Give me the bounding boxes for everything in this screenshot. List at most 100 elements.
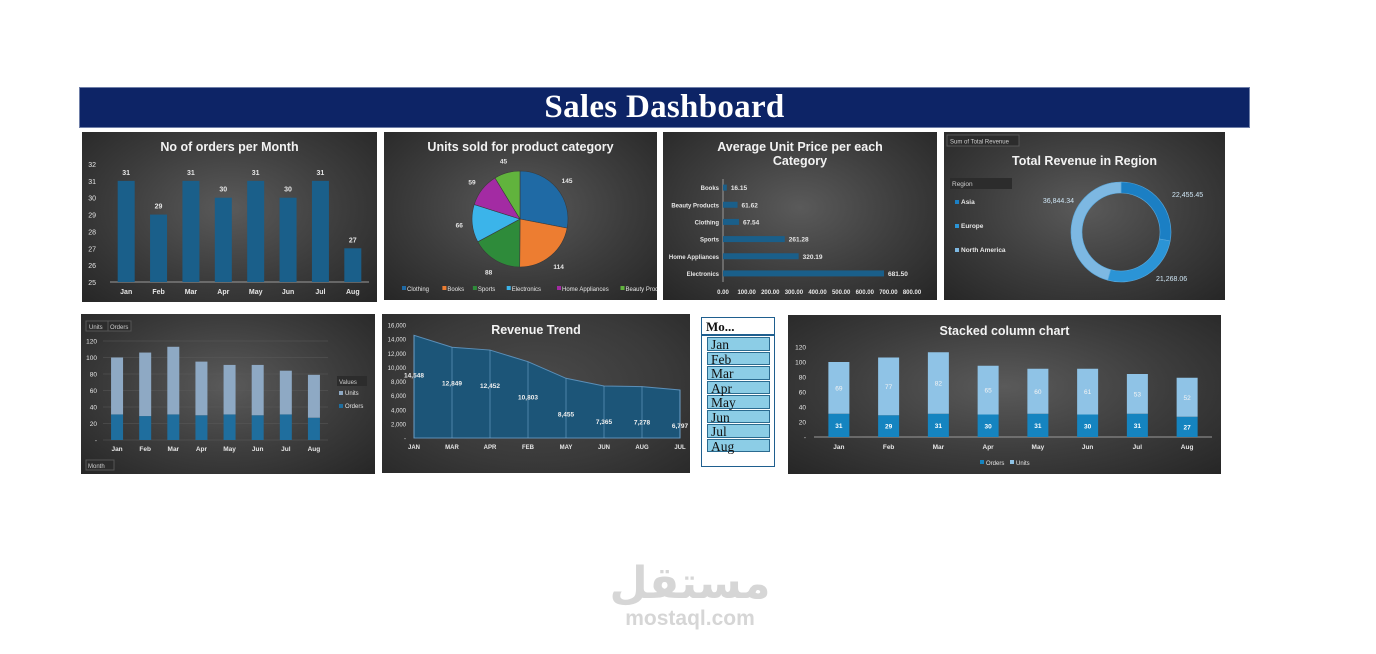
x-tick-label: JAN	[408, 445, 420, 451]
data-label: 30	[985, 423, 993, 430]
y-tick-label: 31	[88, 179, 96, 186]
data-label: 31	[122, 170, 130, 177]
x-tick-label: 400.00	[808, 290, 827, 296]
bar-units	[1027, 368, 1049, 414]
revenue-trend-chart[interactable]: - 2,000 4,000 6,000 8,000 10,000 12,000 14,000 1…	[382, 314, 690, 473]
slicer-item-jul[interactable]: Jul	[707, 424, 770, 438]
bar	[723, 270, 885, 277]
mostaql-watermark: مستقل mostaql.com	[590, 560, 790, 630]
legend-label: Beauty Products	[626, 287, 658, 293]
legend-swatch	[955, 224, 959, 228]
units-by-category-pie-chart[interactable]: 145 114 88 66 59 45 Clothing Books Sports Electro…	[384, 132, 657, 300]
data-label: 681.50	[888, 271, 908, 278]
y-tick-label: 16,000	[388, 324, 407, 330]
data-label: 8,455	[558, 411, 575, 418]
slicer-item-jan[interactable]: Jan	[707, 337, 770, 351]
y-tick-label: 100	[86, 355, 97, 362]
data-label: 14,548	[404, 372, 424, 379]
data-label: 60	[1034, 389, 1042, 396]
y-tick-label: -	[95, 438, 97, 445]
pivot-stacked-chart[interactable]: Units Orders Month - 20 40 60 80 100 120 Jan Feb Mar…	[81, 314, 375, 474]
x-tick-label: Jun	[252, 446, 264, 453]
data-label: 320.19	[803, 254, 823, 261]
doughnut-slice	[1070, 181, 1122, 281]
x-tick-label: AUG	[635, 445, 649, 451]
bar-units	[1126, 374, 1148, 414]
axis-field-label: Month	[88, 464, 105, 470]
data-label: 31	[1034, 423, 1042, 430]
bar-units	[223, 364, 236, 415]
data-label: 31	[1134, 423, 1142, 430]
chart-title: Stacked column chart	[939, 324, 1070, 338]
x-tick-label: Jul	[281, 446, 291, 453]
y-tick-label: -	[404, 437, 406, 443]
bar-units	[927, 352, 949, 414]
x-tick-label: Feb	[139, 446, 151, 453]
bar-orders	[167, 414, 180, 440]
bar	[117, 180, 135, 282]
data-label: 31	[835, 423, 843, 430]
legend-label: Units	[1016, 461, 1030, 467]
avg-unit-price-chart[interactable]: 16.15 Books 61.62 Beauty Products 67.54 Cloth…	[663, 132, 937, 300]
y-tick-label: 30	[88, 196, 96, 203]
y-tick-label: 12,000	[388, 352, 407, 358]
legend-swatch	[955, 200, 959, 204]
y-tick-label: 4,000	[391, 408, 407, 414]
legend-swatch	[339, 404, 343, 408]
bar-orders	[977, 414, 999, 437]
doughnut-slice	[1120, 181, 1172, 242]
x-tick-label: Apr	[983, 444, 995, 451]
y-tick-label: 40	[799, 405, 807, 412]
field-button	[107, 320, 132, 332]
slicer-item-jun[interactable]: Jun	[707, 409, 770, 424]
month-slicer[interactable]: Mo... Jan Feb Mar Apr May Jun Jul Aug	[701, 317, 775, 467]
bar-units	[307, 374, 320, 418]
legend-label: Europe	[961, 223, 984, 230]
x-tick-label: Jan	[111, 446, 122, 453]
x-tick-label: 500.00	[832, 290, 851, 296]
data-label: 30	[219, 187, 227, 194]
field-button	[946, 134, 1020, 147]
y-tick-label: Books	[701, 186, 720, 192]
data-label: 7,365	[596, 419, 613, 426]
y-tick-label: 28	[88, 229, 96, 236]
slicer-item-apr[interactable]: Apr	[707, 380, 770, 395]
data-label: 31	[317, 170, 325, 177]
x-tick-label: Feb	[152, 289, 164, 296]
legend-swatch	[1010, 460, 1014, 464]
field-button-label: Units	[89, 325, 103, 331]
bar	[723, 201, 738, 208]
x-tick-label: JUN	[598, 445, 610, 451]
chart-title: Total Revenue in Region	[1012, 154, 1157, 168]
bar-orders	[307, 417, 320, 440]
data-label: 65	[985, 388, 993, 395]
watermark-arabic: مستقل	[609, 558, 771, 609]
bar-units	[111, 357, 124, 415]
chart-canvas: - 2,000 4,000 6,000 8,000 10,000 12,000 14,000 1…	[388, 324, 689, 452]
legend-label: North America	[961, 247, 1006, 254]
y-tick-label: 20	[799, 420, 807, 427]
slicer-item-feb[interactable]: Feb	[707, 351, 770, 366]
y-tick-label: 60	[90, 388, 98, 395]
bar-units	[251, 364, 264, 416]
data-label: 6,797	[672, 423, 689, 430]
y-tick-label: Sports	[700, 238, 720, 244]
bar-units	[977, 365, 999, 415]
axis-field-button	[85, 459, 115, 471]
data-label: 61.62	[742, 202, 759, 209]
slicer-item-may[interactable]: May	[707, 395, 770, 409]
bar-units	[139, 352, 152, 417]
y-tick-label: Clothing	[695, 220, 720, 226]
x-tick-label: Jul	[315, 289, 325, 296]
slicer-item-aug[interactable]: Aug	[707, 438, 770, 453]
slicer-item-mar[interactable]: Mar	[707, 366, 770, 380]
revenue-by-region-doughnut-chart[interactable]: Sum of Total Revenue Region Asia Europe Nort…	[944, 132, 1225, 300]
y-tick-label: 40	[90, 405, 98, 412]
legend-swatch	[472, 286, 477, 290]
x-tick-label: MAR	[445, 445, 459, 451]
orders-per-month-chart[interactable]: 25 26 27 28 29 30 31 32 31 Jan 29 Feb 31 Mar 30 Apr 31 Ma…	[82, 132, 377, 302]
chart-title: No of orders per Month	[160, 140, 299, 154]
y-tick-label: 32	[88, 162, 96, 169]
legend-swatch	[955, 248, 959, 252]
stacked-column-chart[interactable]: - 20 40 60 80 100 120 31 69 Jan 29 77 Feb 31 82 Mar 30 65…	[788, 315, 1221, 474]
